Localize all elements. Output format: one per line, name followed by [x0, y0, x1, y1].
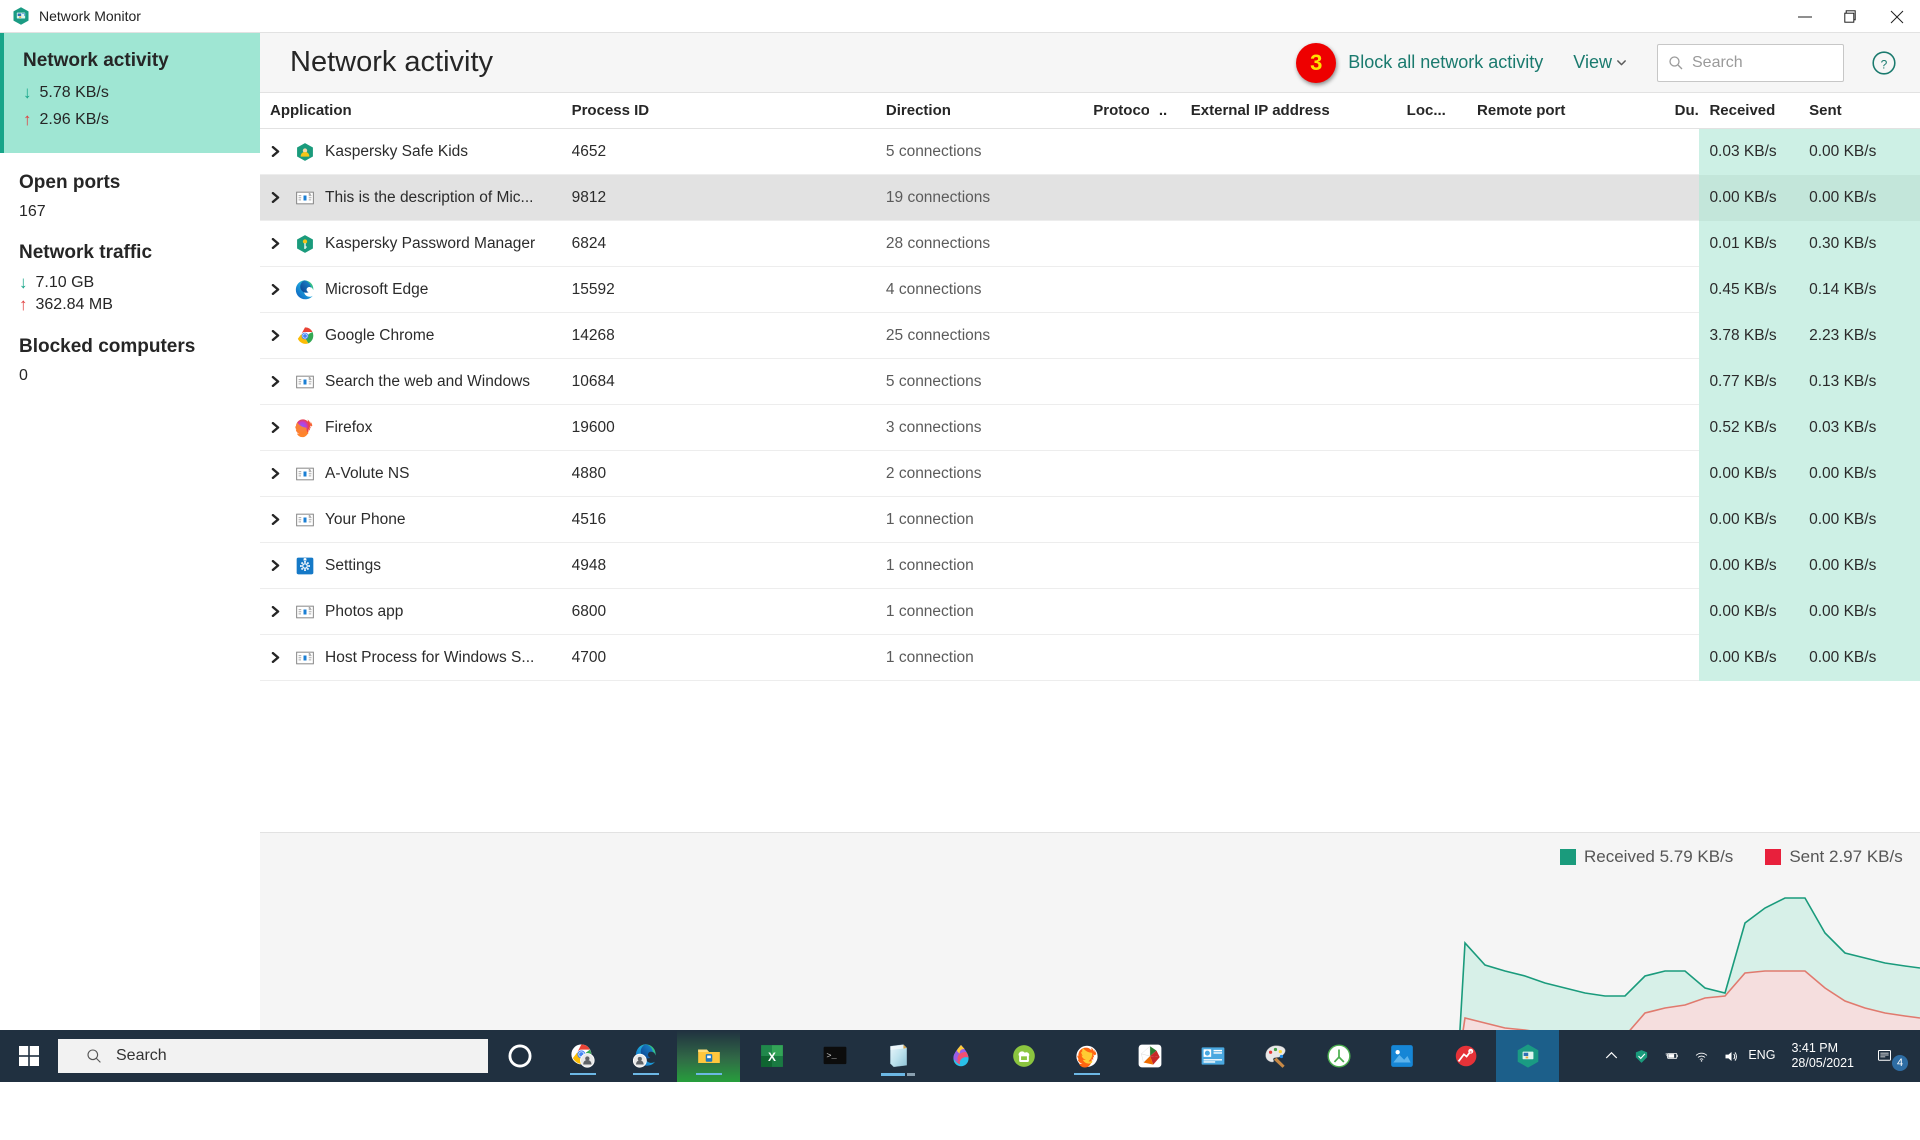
svg-text:C: C: [1469, 1050, 1471, 1054]
svg-text:X: X: [768, 1050, 776, 1064]
svg-text:?: ?: [1881, 57, 1888, 71]
svg-text:>_: >_: [826, 1051, 837, 1061]
